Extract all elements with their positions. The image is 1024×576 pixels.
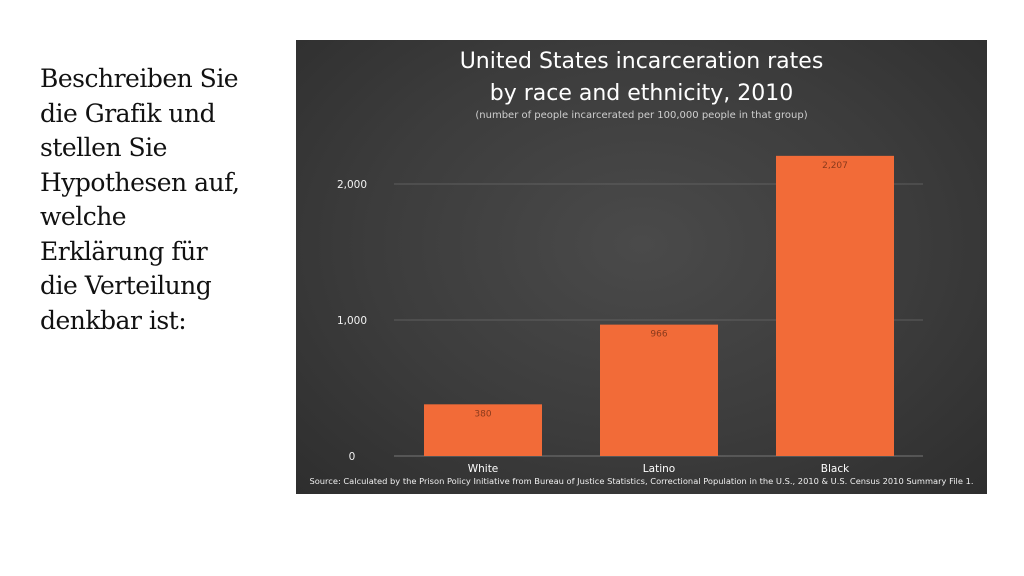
slide-prompt: Beschreiben Sie die Grafik und stellen S… (40, 62, 280, 338)
bar-value-label: 2,207 (822, 161, 848, 171)
bar-latino (600, 324, 718, 456)
bar-value-label: 966 (650, 330, 667, 340)
chart-subtitle: (number of people incarcerated per 100,0… (475, 110, 808, 121)
bar-chart-plot: 0 1,000 2,000 380 White 966 Latino 2,207 Black (337, 155, 923, 475)
prompt-line: die Grafik und (40, 98, 216, 128)
prompt-line: Hypothesen auf, (40, 167, 240, 197)
x-tick-label: Latino (643, 463, 675, 475)
prompt-line: stellen Sie (40, 133, 167, 162)
prompt-line: Erklärung für (40, 236, 208, 266)
bar-white (424, 404, 542, 456)
prompt-line: die Verteilung (40, 271, 212, 300)
x-tick-label: White (468, 463, 499, 475)
chart-source-note: Source: Calculated by the Prison Policy … (309, 476, 974, 486)
chart-title-line-2: by race and ethnicity, 2010 (489, 81, 794, 106)
bar-black (776, 155, 894, 456)
bar-value-label: 380 (474, 409, 491, 419)
chart-image: United States incarceration rates by rac… (296, 40, 987, 494)
chart-title-line-1: United States incarceration rates (459, 49, 824, 74)
y-tick-label: 1,000 (337, 315, 367, 327)
prompt-line: welche (40, 202, 127, 231)
y-tick-label: 2,000 (337, 179, 367, 191)
x-tick-label: Black (821, 463, 850, 475)
prompt-line: denkbar ist: (40, 305, 187, 335)
prompt-line: Beschreiben Sie (40, 64, 239, 93)
y-tick-label: 0 (349, 451, 356, 463)
